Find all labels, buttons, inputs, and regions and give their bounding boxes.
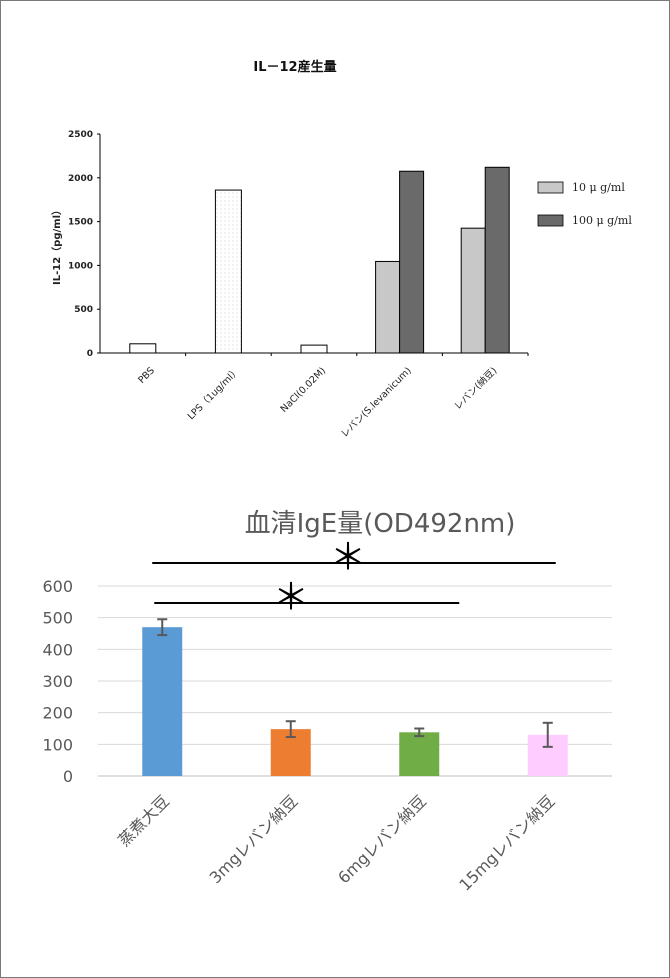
chart2-y-tick-label: 600 bbox=[42, 577, 73, 596]
chart1-y-tick-label: 2500 bbox=[68, 130, 93, 140]
chart1-y-axis-label: IL-12（pg/ml） bbox=[50, 205, 63, 285]
chart2-category-label: 蒸煮大豆 bbox=[114, 791, 173, 850]
chart1-bar-2 bbox=[300, 344, 328, 354]
chart1-y-tick-label: 0 bbox=[87, 349, 93, 359]
chart2-y-tick-label: 500 bbox=[42, 609, 73, 628]
chart1-legend-label-0: 10 μ g/ml bbox=[572, 181, 625, 194]
chart2-y-tick-label: 100 bbox=[42, 735, 73, 754]
chart1-bar-1 bbox=[214, 189, 242, 354]
chart2-significance-star-1: ＊ bbox=[273, 577, 309, 618]
chart1-y-tick-label: 500 bbox=[74, 305, 93, 315]
chart2-category-label: 3mgレバン納豆 bbox=[206, 791, 302, 887]
chart2-significance-star-0: ＊ bbox=[330, 537, 366, 578]
chart2-title: 血清IgE量(OD492nm) bbox=[245, 509, 516, 539]
chart2-y-tick-label: 300 bbox=[42, 672, 73, 691]
chart2-y-tick-label: 0 bbox=[63, 767, 73, 786]
chart1-legend-swatch-0 bbox=[537, 181, 564, 194]
chart1-y-tick-label: 1000 bbox=[68, 261, 93, 271]
chart1-y-tick-label: 1500 bbox=[68, 218, 93, 228]
chart1-y-tick-label: 2000 bbox=[68, 174, 93, 184]
chart1-bar-3-series-0 bbox=[375, 260, 401, 354]
chart1-bar-4-series-0 bbox=[460, 227, 486, 354]
chart2-category-label: 6mgレバン納豆 bbox=[334, 791, 430, 887]
chart1-bar-0 bbox=[129, 343, 157, 354]
chart2-bar-0 bbox=[142, 627, 183, 776]
chart1-legend-label-1: 100 μ g/ml bbox=[572, 214, 632, 227]
chart2-bar-2 bbox=[399, 732, 440, 776]
chart2-y-tick-label: 200 bbox=[42, 704, 73, 723]
chart2-y-tick-label: 400 bbox=[42, 640, 73, 659]
chart2-category-label: 15mgレバン納豆 bbox=[455, 791, 558, 894]
chart1-title: IL－12産生量 bbox=[253, 59, 336, 75]
chart1-bar-3-series-1 bbox=[399, 170, 425, 354]
chart1-bar-4-series-1 bbox=[484, 166, 510, 354]
chart1-legend-swatch-1 bbox=[537, 214, 564, 227]
